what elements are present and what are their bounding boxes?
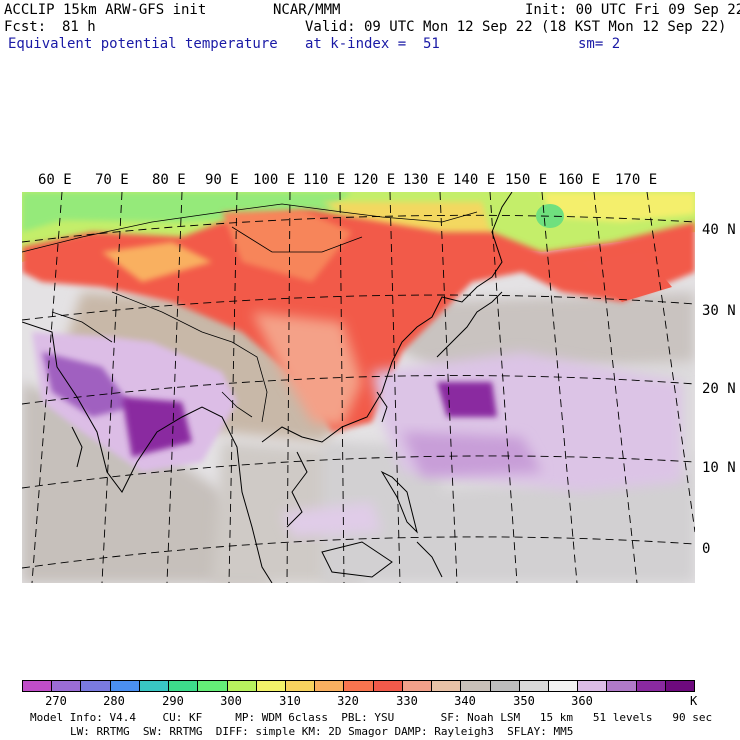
field-name: Equivalent potential temperature [8,36,278,52]
colorbar-swatch [256,681,286,691]
political-borders [22,203,478,423]
colorbar-tick: 300 [220,694,242,708]
lon-label: 80 E [152,172,186,188]
colorbar-swatch [169,681,199,691]
lat-label: 0 [702,541,711,557]
model-title: ACCLIP 15km ARW-GFS init [4,2,207,18]
colorbar-tick: 320 [337,694,359,708]
model-info-line: Model Info: V4.4 CU: KF MP: WDM 6class P… [30,711,713,724]
lat-label: 30 N [702,303,736,319]
colorbar-tick: 290 [162,694,184,708]
colorbar-unit: K [690,694,698,708]
lon-label: 70 E [95,172,129,188]
colorbar-swatch [402,681,433,691]
lat-lon-grid [22,192,695,583]
colorbar-swatch [227,681,257,691]
organization-label: NCAR/MMM [273,2,341,18]
lon-label: 150 E [505,172,548,188]
colorbar-swatch [52,681,82,691]
lon-label: 60 E [38,172,72,188]
coastlines [22,192,513,583]
colorbar-swatch [81,681,111,691]
valid-time: Valid: 09 UTC Mon 12 Sep 22 (18 KST Mon … [305,19,727,35]
init-time: Init: 00 UTC Fri 09 Sep 22 [525,2,740,18]
colorbar-tick: 270 [45,694,67,708]
colorbar-tick: 350 [513,694,535,708]
lon-label: 100 E [253,172,296,188]
lon-label: 110 E [303,172,346,188]
field-shading [22,192,695,583]
lon-label: 130 E [403,172,446,188]
colorbar [22,680,695,692]
colorbar-swatch [373,681,403,691]
colorbar-swatch [344,681,374,691]
lon-label: 140 E [453,172,496,188]
lat-label: 20 N [702,381,736,397]
forecast-label: Fcst: [4,19,47,35]
colorbar-swatch [461,681,491,691]
colorbar-swatch [139,681,170,691]
smoothing-label: sm= 2 [578,36,621,52]
colorbar-tick: 360 [571,694,593,708]
colorbar-swatch [578,681,608,691]
lon-label: 90 E [205,172,239,188]
colorbar-swatch [548,681,579,691]
colorbar-swatch [607,681,637,691]
colorbar-tick: 340 [454,694,476,708]
colorbar-tick: 280 [103,694,125,708]
colorbar-swatch [110,681,140,691]
colorbar-swatch [198,681,228,691]
level-index: at k-index = 51 [305,36,440,52]
colorbar-swatch [285,681,316,691]
colorbar-swatch [432,681,462,691]
colorbar-swatch [490,681,520,691]
forecast-hour: 81 h [62,19,96,35]
lat-label: 10 N [702,460,736,476]
colorbar-swatch [636,681,666,691]
theta-e-map [22,192,695,583]
colorbar-swatch [665,681,695,691]
colorbar-tick: 310 [279,694,301,708]
lon-label: 160 E [558,172,601,188]
lon-label: 120 E [353,172,396,188]
colorbar-swatch [23,681,53,691]
physics-info-line: LW: RRTMG SW: RRTMG DIFF: simple KM: 2D … [70,725,574,738]
colorbar-tick: 330 [396,694,418,708]
colorbar-swatch [315,681,345,691]
colorbar-swatch [519,681,549,691]
lon-label: 170 E [615,172,658,188]
lat-label: 40 N [702,222,736,238]
